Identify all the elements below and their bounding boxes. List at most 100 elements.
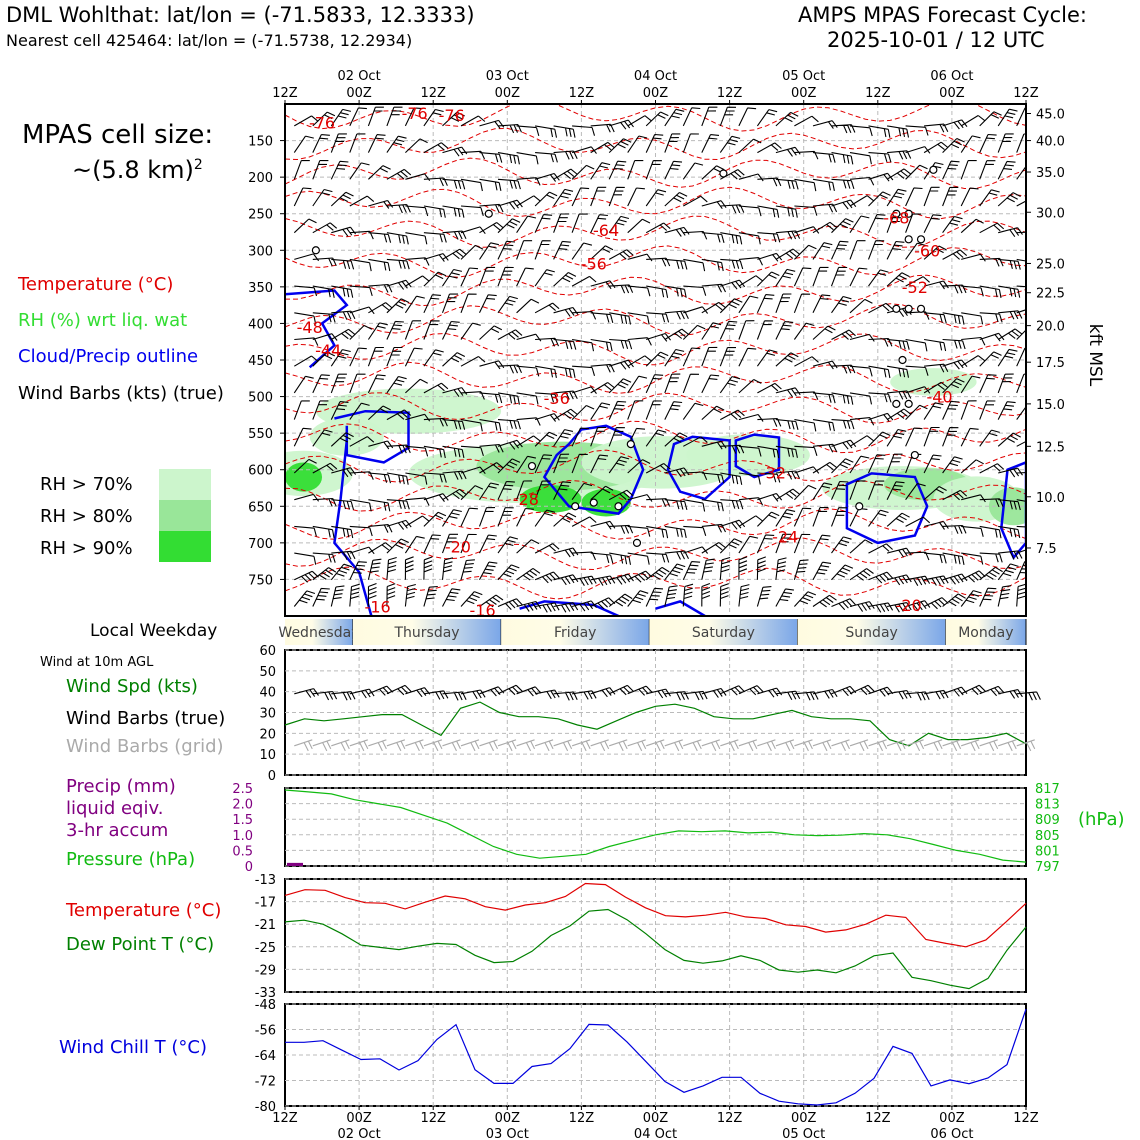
wind-barb <box>960 684 986 696</box>
legend-rh90: RH > 90% <box>40 538 133 559</box>
wind-barb <box>405 378 428 394</box>
pressure-tick-label: 500 <box>248 391 273 406</box>
wind-barb <box>479 119 505 129</box>
wind-barb <box>404 535 425 554</box>
wind-barb <box>627 400 644 420</box>
wind-barb <box>720 409 745 421</box>
wind-barb <box>516 365 540 377</box>
wind-barb <box>683 499 706 512</box>
wind-barb <box>460 267 479 287</box>
wind-barb <box>645 463 671 474</box>
bottom-hour-label: 00Z <box>346 1111 372 1126</box>
wind-barb <box>590 245 614 260</box>
wind-barb <box>664 467 690 478</box>
grid-wind-barb <box>701 739 721 752</box>
wind-barb <box>479 325 503 340</box>
wind-barb <box>830 507 848 527</box>
precip-label: Precip (mm) <box>66 776 176 797</box>
wind-barb <box>831 685 857 697</box>
wind-barb <box>756 109 778 127</box>
wind-barb <box>645 189 667 207</box>
wind-barb <box>812 419 835 432</box>
wind-barb <box>979 111 1002 127</box>
wind-barb <box>590 382 615 394</box>
wind-barb <box>701 200 727 210</box>
wind-barb <box>812 461 838 474</box>
wind-barb <box>775 352 799 367</box>
wind-barb <box>312 285 335 298</box>
wind-barb <box>757 142 782 154</box>
wind-barb <box>312 111 336 127</box>
wind-barb <box>738 295 759 314</box>
wind-barb <box>553 574 579 586</box>
wind-barb <box>905 125 929 136</box>
wind-barb <box>367 134 386 153</box>
wind-barb <box>331 467 357 478</box>
wind-barb <box>571 187 590 207</box>
wind-barb <box>997 348 1018 367</box>
wind-barb <box>794 419 817 432</box>
wind-barb <box>312 222 338 234</box>
wind-barb <box>960 400 977 420</box>
wind-barb <box>460 178 483 192</box>
isotherm <box>285 215 1026 248</box>
wind-barb <box>553 125 576 138</box>
grid-wind-barb <box>646 739 665 752</box>
isotherm-label: -76 <box>402 104 428 123</box>
wind-barb <box>868 214 886 233</box>
wind-barb <box>516 152 539 165</box>
pressure-line <box>284 789 1027 863</box>
wind-barb <box>942 284 967 294</box>
wind-barb <box>998 467 1023 478</box>
wind10m-tick-label: 40 <box>259 686 276 701</box>
precip-tick-label: 2.5 <box>232 782 253 797</box>
precip-label-2: liquid eqiv. <box>66 798 164 819</box>
wind-barb <box>924 338 947 352</box>
wind-barb <box>942 400 960 420</box>
wind-barb <box>645 566 670 581</box>
weekday-band <box>285 619 353 645</box>
wind-barb <box>386 409 412 421</box>
wind-barb <box>497 458 521 474</box>
wind-barb <box>738 445 762 457</box>
wind-barb <box>849 365 873 377</box>
wind-barb <box>924 689 949 700</box>
wind-barb <box>553 691 578 701</box>
isotherm-label: -16 <box>470 601 496 620</box>
wind-barb <box>331 525 354 539</box>
wind-barb <box>960 590 982 607</box>
wind-barb <box>942 427 959 447</box>
wind-barb <box>294 312 317 325</box>
wind-barb <box>719 583 729 607</box>
wind-barb <box>757 492 783 502</box>
wind-barb <box>367 582 377 607</box>
wind-barb <box>405 515 430 527</box>
wind-barb <box>442 230 467 240</box>
isotherm <box>285 332 1026 366</box>
grid-wind-barb <box>516 739 536 752</box>
wind-barb <box>738 472 761 485</box>
wind-barb <box>682 347 701 367</box>
wind-barb <box>886 481 905 500</box>
wind-barb <box>460 466 486 475</box>
calm-wind-circle <box>484 209 493 218</box>
wind-barb <box>775 588 794 607</box>
weekday-label: Wednesday <box>278 625 359 641</box>
wind-barb <box>516 333 542 342</box>
wind-barb <box>682 373 700 394</box>
wind-barb <box>609 552 632 565</box>
windbarbs-grid-label: Wind Barbs (grid) <box>66 736 224 757</box>
kft-tick-label: 25.0 <box>1036 257 1065 272</box>
wind-barb <box>923 575 949 586</box>
wind-barb <box>979 463 1005 474</box>
wind-barb <box>997 563 1019 581</box>
precip-tick-label: 0.5 <box>232 844 253 859</box>
wind-barb <box>312 587 330 607</box>
wind-barb <box>1016 560 1026 581</box>
wind-barb <box>627 375 648 394</box>
wind-barb <box>812 120 838 129</box>
wind-barb <box>905 213 922 233</box>
wind-barb <box>293 590 316 607</box>
wind-barb <box>682 162 704 180</box>
isotherm-label: -76 <box>439 106 465 125</box>
